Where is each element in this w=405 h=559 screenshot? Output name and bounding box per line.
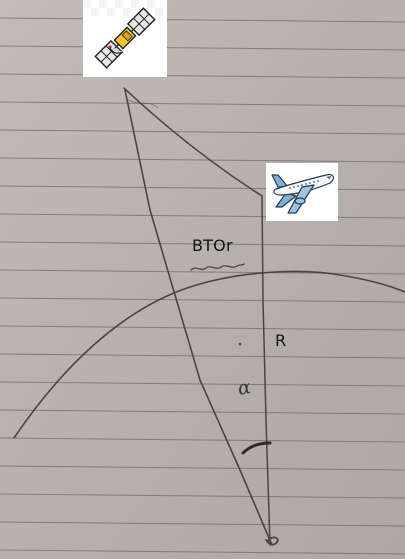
pencil-smudge [127, 99, 159, 109]
btor-label: BTOr [192, 236, 233, 255]
satellite-to-center-line [124, 89, 273, 546]
earth-surface-arc [13, 270, 405, 439]
radius-label: R [275, 331, 287, 350]
angle-arc-mark [241, 441, 272, 455]
pencil-dot [238, 342, 242, 346]
satellite-icon [83, 0, 167, 77]
btor-squiggle [190, 263, 245, 271]
center-point-mark [265, 536, 279, 546]
radius-line [261, 195, 271, 546]
airplane-icon [266, 163, 338, 221]
satellite-to-airplane-line [123, 87, 263, 197]
